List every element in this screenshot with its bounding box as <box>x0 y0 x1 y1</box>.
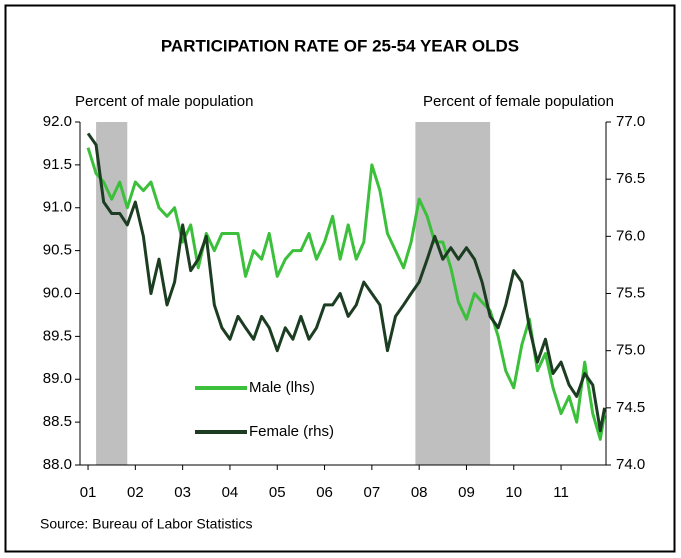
y-tick-label: 89.0 <box>43 370 72 387</box>
y-tick-label: 92.0 <box>43 113 72 130</box>
y2-tick-label: 77.0 <box>616 113 645 130</box>
chart-title: PARTICIPATION RATE OF 25-54 YEAR OLDS <box>161 36 519 55</box>
x-tick-label: 04 <box>222 484 239 501</box>
x-tick-label: 11 <box>553 484 569 501</box>
legend-label: Female (rhs) <box>249 423 334 440</box>
y-tick-label: 89.5 <box>43 327 72 344</box>
y2-tick-label: 75.0 <box>616 342 645 359</box>
y-tick-label: 90.0 <box>43 284 72 301</box>
y-tick-label: 91.5 <box>43 156 72 173</box>
y-tick-label: 90.5 <box>43 242 72 259</box>
y2-tick-label: 75.5 <box>616 284 645 301</box>
y-tick-label: 88.0 <box>43 456 72 473</box>
x-tick-label: 02 <box>127 484 144 501</box>
x-tick-label: 09 <box>458 484 475 501</box>
x-tick-label: 03 <box>174 484 191 501</box>
y-axis-label: Percent of male population <box>75 93 253 110</box>
y2-tick-label: 76.0 <box>616 227 645 244</box>
series-line <box>86 147 607 441</box>
x-tick-label: 01 <box>80 484 97 501</box>
x-tick-label: 05 <box>269 484 286 501</box>
plot: 88.0 88.5 89.0 89.5 90.0 90.5 91.0 91.5 92.0 74.0… <box>43 113 645 501</box>
source: Source: Bureau of Labor Statistics <box>40 516 252 532</box>
y2-tick-label: 74.0 <box>616 456 645 473</box>
x-tick-label: 08 <box>411 484 428 501</box>
series-line <box>86 132 607 433</box>
y-tick-label: 88.5 <box>43 413 72 430</box>
y2-tick-label: 74.5 <box>616 399 645 416</box>
recession-shade <box>415 122 491 465</box>
x-tick-label: 10 <box>505 484 522 501</box>
legend-label: Male (lhs) <box>249 379 315 396</box>
y2-tick-label: 76.5 <box>616 170 645 187</box>
x-tick-label: 06 <box>316 484 333 501</box>
x-tick-label: 07 <box>364 484 381 501</box>
y-tick-label: 91.0 <box>43 199 72 216</box>
y2-axis-label: Percent of female population <box>423 93 614 110</box>
